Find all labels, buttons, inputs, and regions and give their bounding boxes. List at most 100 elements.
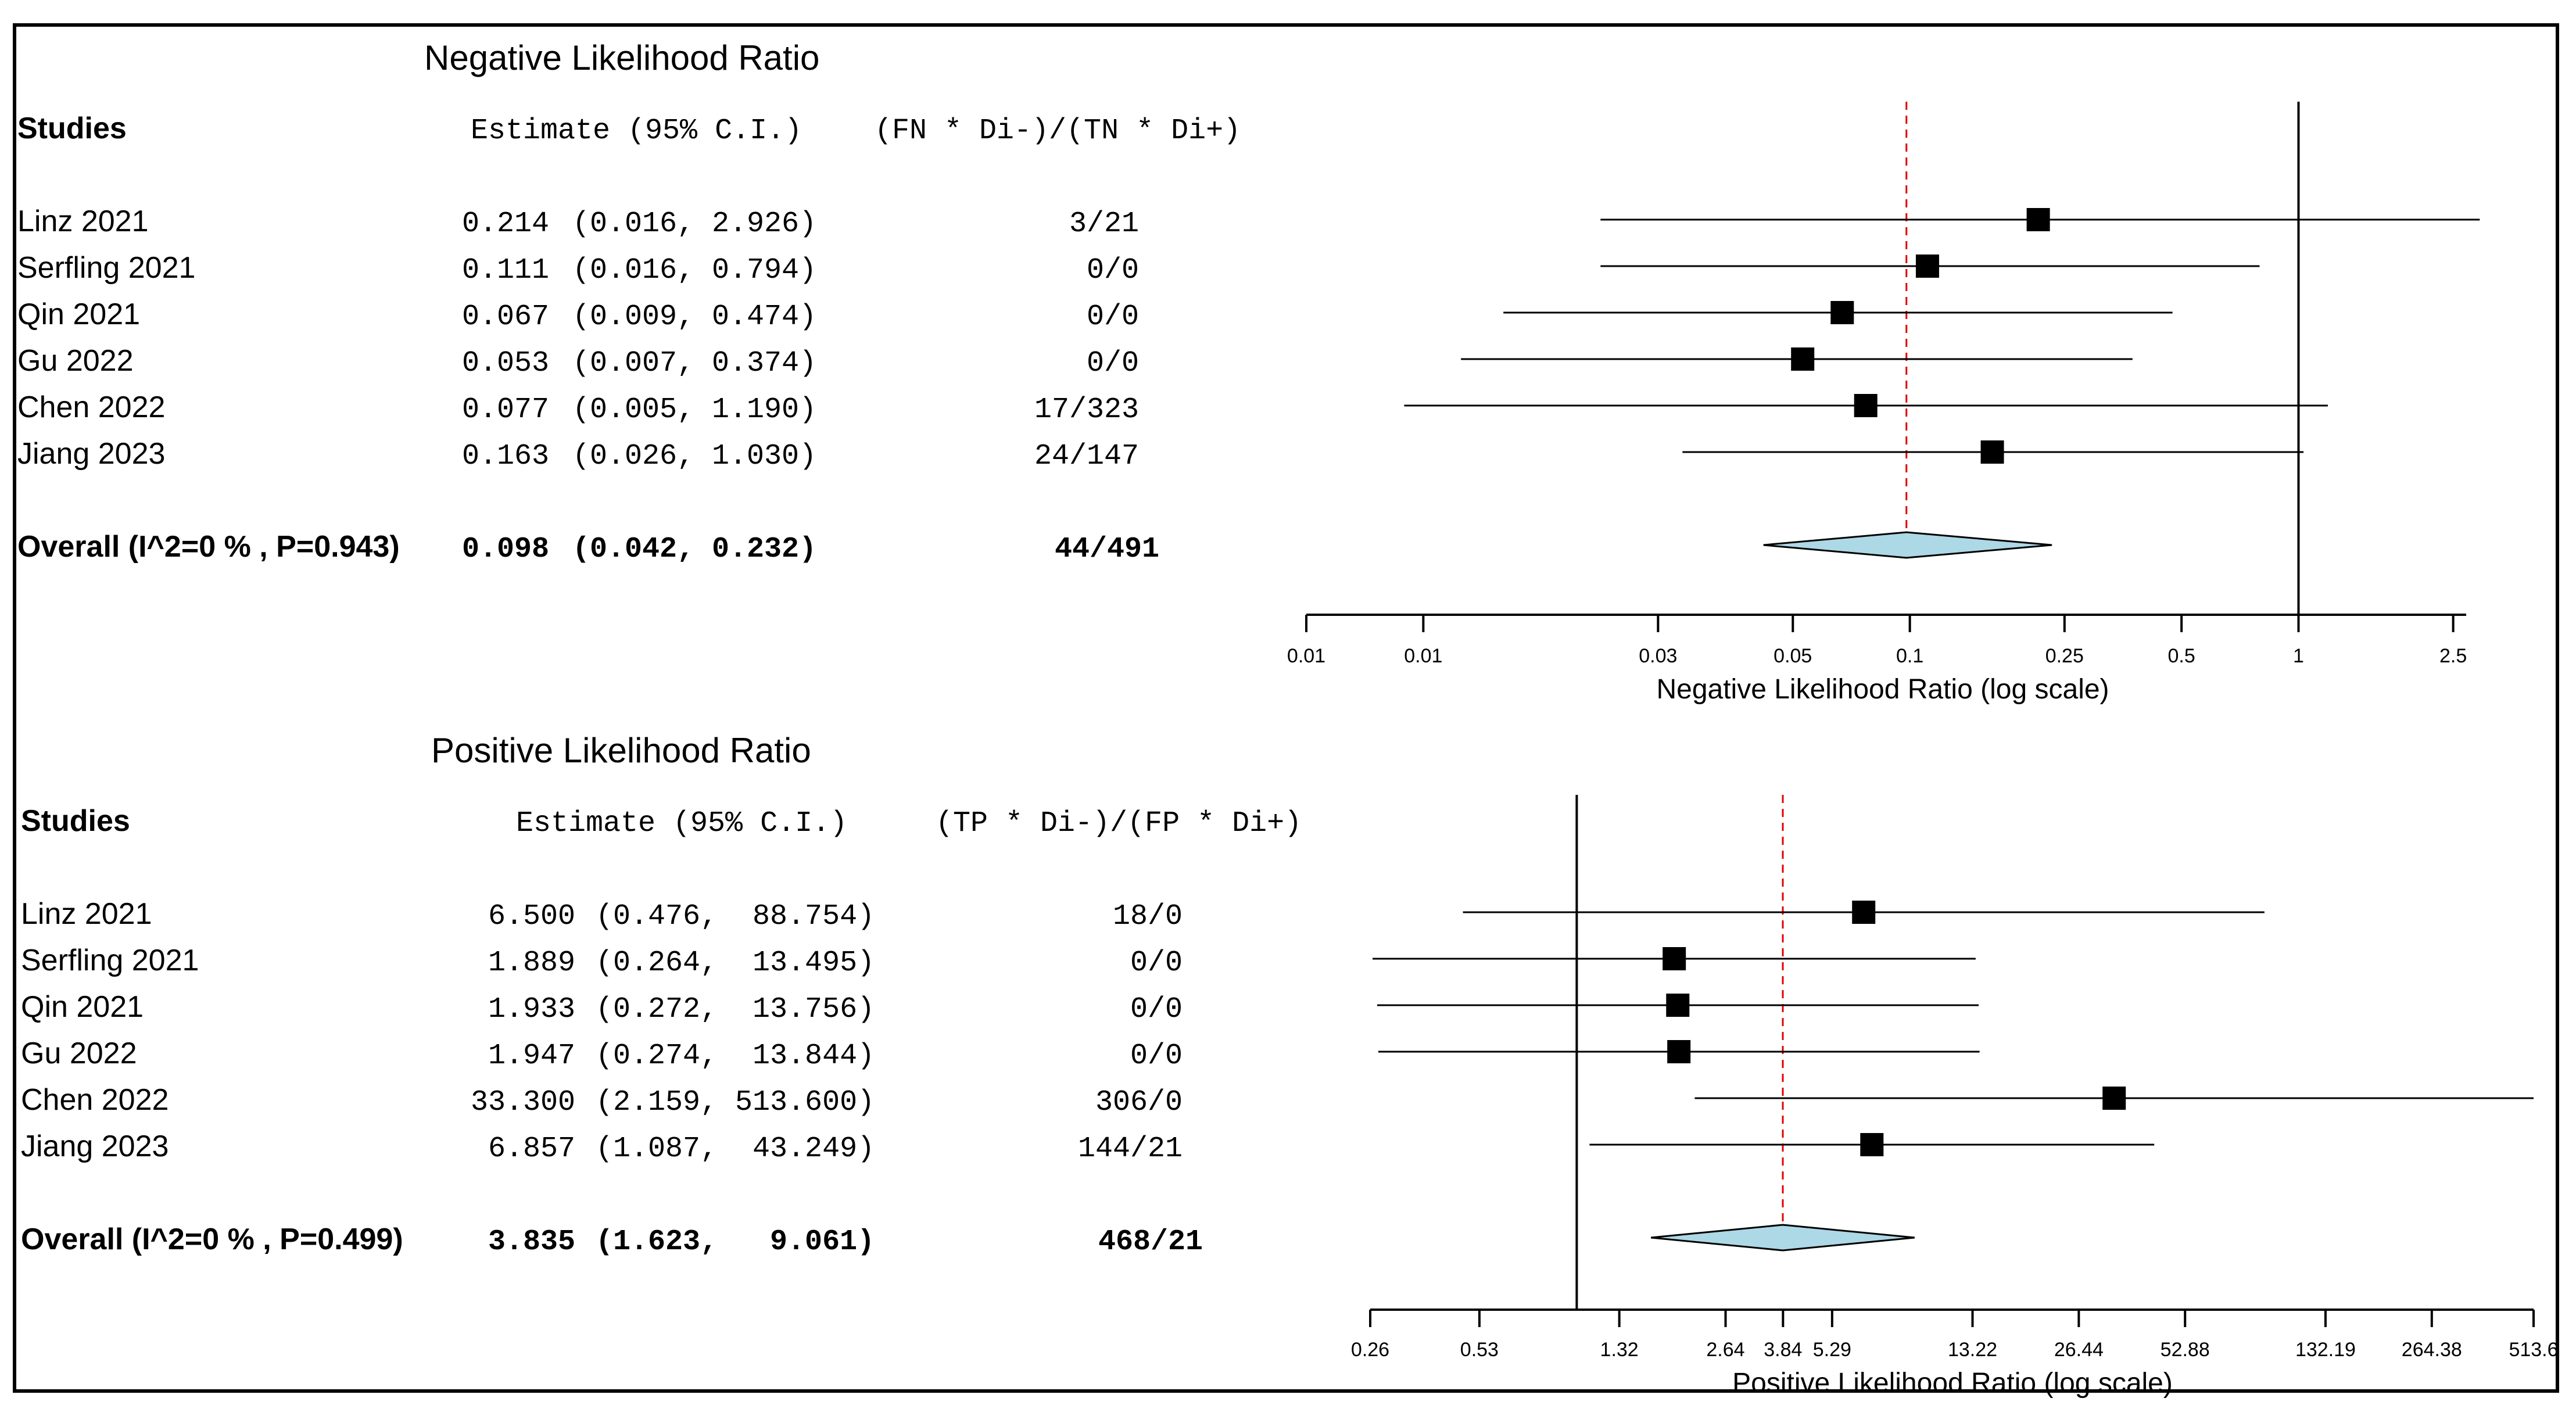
study-ci: (0.476, 88.754) [596,900,875,933]
overall-row: Overall (I^2=0 % , P=0.943) 0.098 (0.042… [17,530,1159,566]
point-estimate-marker [2026,208,2050,231]
study-counts: 18/0 [1113,900,1183,933]
overall-ci: (0.042, 0.232) [572,533,816,566]
study-ci: (0.026, 1.030) [572,440,816,473]
x-tick-label: 0.53 [1460,1339,1499,1361]
study-ci: (0.009, 0.474) [572,300,816,334]
point-estimate-marker [1915,254,1939,278]
x-tick-label: 26.44 [2054,1339,2104,1361]
x-tick-label: 1.32 [1600,1339,1639,1361]
study-ci: (0.007, 0.374) [572,347,816,380]
overall-counts: 468/21 [1098,1225,1203,1259]
point-estimate-marker [1791,347,1815,371]
study-counts: 0/0 [1130,993,1183,1026]
x-tick-label: 2.5 [2439,645,2467,667]
study-rows: Linz 2021 6.500 (0.476, 88.754) 18/0 Ser… [21,897,1203,1259]
study-estimate: 1.933 [488,993,575,1026]
point-estimate-marker [1854,394,1878,417]
study-row: Chen 2022 33.300 (2.159, 513.600) 306/0 [21,1083,1183,1119]
point-estimate-marker [1980,440,2004,464]
panel-title: Negative Likelihood Ratio [424,38,819,77]
x-tick-label: 513.6 [2509,1339,2558,1361]
study-ci: (0.264, 13.495) [596,947,875,980]
study-name: Jiang 2023 [17,437,165,471]
study-estimate: 0.053 [462,347,549,380]
study-estimate: 1.889 [488,947,575,980]
x-tick-label: 52.88 [2161,1339,2210,1361]
point-estimate-marker [1663,947,1686,970]
study-estimate: 6.857 [488,1132,575,1166]
study-name: Jiang 2023 [21,1130,169,1163]
study-name: Serfling 2021 [21,944,199,977]
study-row: Linz 2021 6.500 (0.476, 88.754) 18/0 [21,897,1183,933]
x-tick-label: 0.5 [2168,645,2195,667]
point-estimate-marker [1666,994,1690,1017]
overall-row: Overall (I^2=0 % , P=0.499) 3.835 (1.623… [21,1223,1203,1259]
x-tick-label: 0.01 [1404,645,1442,667]
study-row: Gu 2022 0.053 (0.007, 0.374) 0/0 [17,344,1139,380]
study-counts: 0/0 [1087,347,1139,380]
study-name: Qin 2021 [17,297,140,331]
overall-estimate: 3.835 [488,1225,575,1259]
study-estimate: 1.947 [488,1039,575,1073]
x-tick-label: 0.26 [1351,1339,1389,1361]
point-estimate-marker [1830,301,1854,324]
study-row: Gu 2022 1.947 (0.274, 13.844) 0/0 [21,1037,1183,1073]
x-axis-label: Negative Likelihood Ratio (log scale) [1656,674,2109,705]
overall-name: Overall (I^2=0 % , P=0.943) [17,530,400,564]
panel-negative-lr: Negative Likelihood Ratio Studies Estima… [17,38,2480,705]
overall-estimate: 0.098 [462,533,549,566]
study-estimate: 6.500 [488,900,575,933]
counts-header: (TP * Di-)/(FP * Di+) [936,807,1302,840]
x-tick-label: 2.64 [1706,1339,1744,1361]
x-tick-label: 132.19 [2295,1339,2356,1361]
estimate-header: Estimate (95% C.I.) [471,114,802,148]
study-estimate: 0.111 [462,254,549,287]
figure-frame [13,23,2559,1393]
study-estimate: 33.300 [471,1086,575,1119]
study-row: Qin 2021 1.933 (0.272, 13.756) 0/0 [21,990,1183,1026]
study-estimate: 0.067 [462,300,549,334]
study-estimate: 0.077 [462,393,549,426]
x-tick-label: 3.84 [1764,1339,1802,1361]
overall-name: Overall (I^2=0 % , P=0.499) [21,1223,403,1256]
study-row: Serfling 2021 1.889 (0.264, 13.495) 0/0 [21,944,1183,980]
point-estimate-marker [2102,1087,2126,1110]
study-ci: (0.016, 0.794) [572,254,816,287]
study-ci: (2.159, 513.600) [596,1086,875,1119]
overall-ci: (1.623, 9.061) [596,1225,875,1259]
study-row: Chen 2022 0.077 (0.005, 1.190) 17/323 [17,390,1139,426]
study-name: Chen 2022 [17,390,165,424]
study-row: Linz 2021 0.214 (0.016, 2.926) 3/21 [17,205,1139,241]
study-row: Jiang 2023 6.857 (1.087, 43.249) 144/21 [21,1130,1183,1166]
x-tick-label: 0.01 [1287,645,1325,667]
study-counts: 0/0 [1130,1039,1183,1073]
panel-positive-lr: Positive Likelihood Ratio Studies Estima… [21,731,2559,1399]
study-counts: 24/147 [1034,440,1139,473]
study-counts: 0/0 [1130,947,1183,980]
study-row: Jiang 2023 0.163 (0.026, 1.030) 24/147 [17,437,1139,473]
study-name: Gu 2022 [21,1037,137,1070]
point-estimate-marker [1852,901,1876,924]
overall-diamond [1651,1224,1915,1252]
study-ci: (0.005, 1.190) [572,393,816,426]
x-tick-label: 0.1 [1896,645,1923,667]
overall-counts: 44/491 [1055,533,1159,566]
study-ci: (0.016, 2.926) [572,207,816,241]
study-counts: 3/21 [1069,207,1139,241]
panel-title: Positive Likelihood Ratio [431,731,811,770]
x-tick-label: 5.29 [1813,1339,1851,1361]
study-counts: 306/0 [1095,1086,1183,1119]
study-rows: Linz 2021 0.214 (0.016, 2.926) 3/21 Serf… [17,205,1159,566]
study-name: Serfling 2021 [17,251,195,285]
studies-header: Studies [17,112,127,145]
point-estimate-marker [1667,1040,1691,1063]
study-name: Chen 2022 [21,1083,169,1117]
study-row: Serfling 2021 0.111 (0.016, 0.794) 0/0 [17,251,1139,287]
study-name: Linz 2021 [21,897,152,931]
study-name: Qin 2021 [21,990,144,1024]
x-tick-label: 0.03 [1639,645,1677,667]
study-ci: (0.274, 13.844) [596,1039,875,1073]
study-counts: 17/323 [1034,393,1139,426]
